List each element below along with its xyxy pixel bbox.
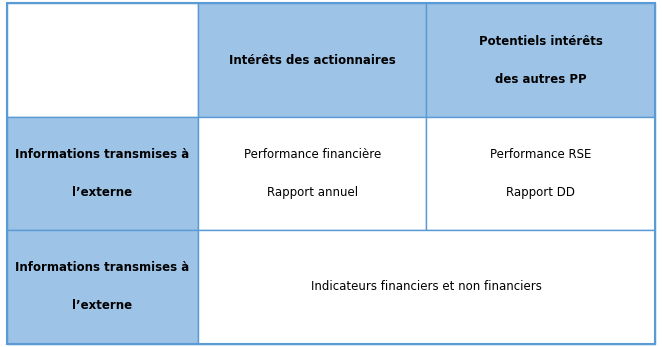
Text: Intérêts des actionnaires: Intérêts des actionnaires: [229, 54, 396, 67]
Text: Informations transmises à

l’externe: Informations transmises à l’externe: [15, 261, 189, 312]
Bar: [7, 3, 198, 117]
Bar: [7, 230, 198, 344]
Text: Potentiels intérêts

des autres PP: Potentiels intérêts des autres PP: [479, 35, 603, 86]
Bar: [198, 3, 426, 117]
Bar: [198, 117, 426, 230]
Text: Performance RSE

Rapport DD: Performance RSE Rapport DD: [490, 148, 592, 199]
Text: Performance financière

Rapport annuel: Performance financière Rapport annuel: [244, 148, 381, 199]
Text: Informations transmises à

l’externe: Informations transmises à l’externe: [15, 148, 189, 199]
Bar: [426, 3, 655, 117]
Bar: [198, 230, 655, 344]
Bar: [426, 117, 655, 230]
Bar: [7, 117, 198, 230]
Text: Indicateurs financiers et non financiers: Indicateurs financiers et non financiers: [311, 280, 542, 293]
